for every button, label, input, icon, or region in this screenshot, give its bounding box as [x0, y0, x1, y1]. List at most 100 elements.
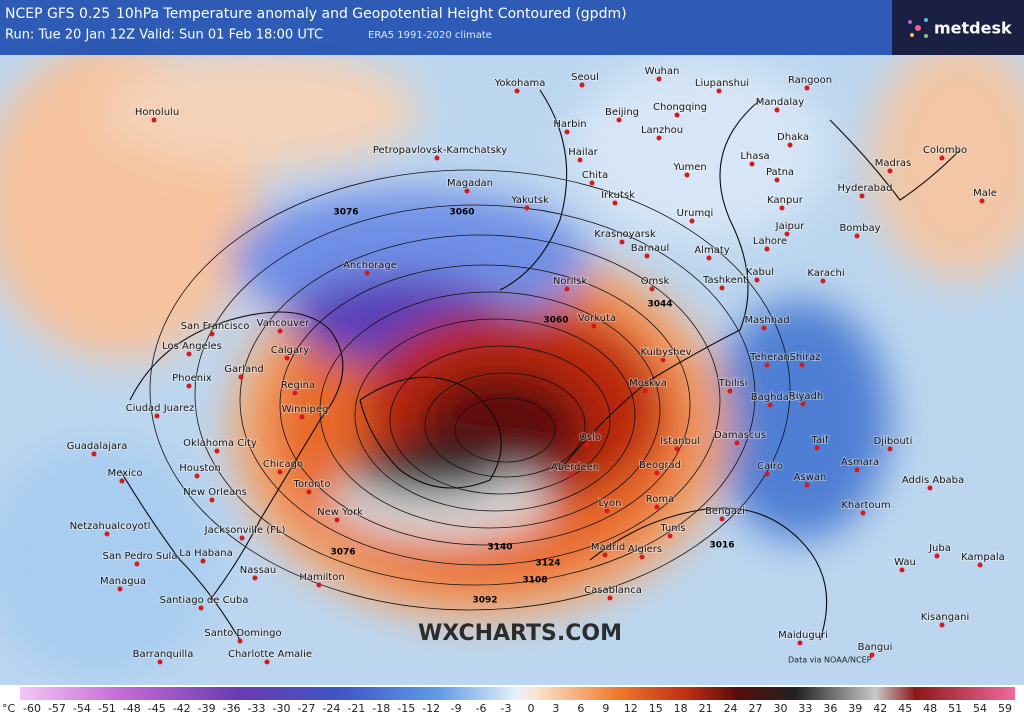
city-label: Santo Domingo	[204, 628, 281, 639]
city-label: Kanpur	[767, 195, 804, 206]
city-dot	[656, 135, 662, 141]
city-dot	[706, 255, 712, 261]
city-dot	[716, 88, 722, 94]
city-label: Casablanca	[584, 585, 642, 596]
city-dot	[569, 472, 575, 478]
city-label: Honolulu	[135, 107, 179, 118]
city-label: Jacksonville (FL)	[204, 525, 286, 536]
scale-tick-label: 6	[577, 702, 584, 715]
city-dot	[591, 323, 597, 329]
city-dot	[284, 355, 290, 361]
scale-tick-label: 12	[624, 702, 638, 715]
city-label: Juba	[928, 543, 951, 554]
city-label: Hyderabad	[838, 183, 893, 194]
city-label: Oslo	[579, 432, 601, 443]
city-label: Lanzhou	[641, 125, 683, 136]
city-label: Addis Ababa	[902, 475, 964, 486]
city-label: Charlotte Amalie	[228, 649, 312, 660]
city-dot	[252, 575, 258, 581]
scale-tick-label: -39	[198, 702, 216, 715]
scale-tick-label: -30	[273, 702, 291, 715]
contour-label: 3044	[647, 300, 672, 310]
city-label: Santiago de Cuba	[160, 595, 249, 606]
city-dot	[186, 383, 192, 389]
city-label: Roma	[646, 494, 675, 505]
city-label: Toronto	[293, 479, 331, 490]
metdesk-logo-icon	[908, 18, 928, 38]
city-label: Harbin	[553, 119, 586, 130]
city-dot	[616, 117, 622, 123]
field	[0, 40, 1024, 685]
scale-tick-label: -57	[48, 702, 66, 715]
city-dot	[209, 331, 215, 337]
city-dot	[814, 445, 820, 451]
city-dot	[719, 516, 725, 522]
city-dot	[334, 517, 340, 523]
contour-label: 3108	[522, 576, 547, 586]
scale-tick-label: 39	[848, 702, 862, 715]
city-label: Ciudad Juarez	[126, 403, 195, 414]
contour-label: 3060	[543, 316, 568, 326]
scale-labels: °C -60 -57 -54 -51 -48 -45 -42 -39 -36 -33 -30 -27-…	[2, 702, 1012, 715]
city-dot	[854, 233, 860, 239]
city-dot	[784, 231, 790, 237]
city-label: Wau	[894, 557, 916, 568]
city-dot	[660, 357, 666, 363]
city-label: Algiers	[628, 544, 662, 555]
contour-label: 3076	[330, 548, 355, 558]
city-dot	[761, 325, 767, 331]
city-label: Dhaka	[777, 132, 809, 143]
city-label: Bombay	[839, 223, 880, 234]
city-dot	[589, 180, 595, 186]
city-label: San Francisco	[181, 321, 250, 332]
city-dot	[764, 362, 770, 368]
scale-tick-label: -54	[73, 702, 91, 715]
city-label: Phoenix	[172, 373, 212, 384]
city-label: Kabul	[746, 267, 774, 278]
city-dot	[860, 510, 866, 516]
city-label: Tunis	[659, 523, 685, 534]
city-label: Yokohama	[494, 78, 546, 89]
city-label: Taif	[811, 435, 829, 446]
city-label: Irkutsk	[601, 190, 635, 201]
city-dot	[306, 489, 312, 495]
city-dot	[464, 188, 470, 194]
scale-tick-label: -18	[372, 702, 390, 715]
city-label: La Habana	[179, 548, 232, 559]
scale-tick-label: -48	[123, 702, 141, 715]
city-dot	[927, 485, 933, 491]
city-label: Shiraz	[790, 352, 821, 363]
scale-tick-label: 0	[527, 702, 534, 715]
city-label: Istanbul	[660, 436, 700, 447]
scale-tick-label: -3	[501, 702, 512, 715]
city-label: Male	[973, 188, 997, 199]
brand-name: metdesk	[934, 19, 1012, 38]
city-dot	[577, 157, 583, 163]
city-label: Asmara	[841, 457, 879, 468]
scale-tick-label: -36	[223, 702, 241, 715]
scale-tick-label: 3	[552, 702, 559, 715]
city-dot	[727, 388, 733, 394]
city-dot	[434, 155, 440, 161]
city-dot	[514, 88, 520, 94]
city-dot	[764, 471, 770, 477]
city-dot	[239, 535, 245, 541]
city-label: Chicago	[263, 459, 303, 470]
scale-tick-label: 30	[773, 702, 787, 715]
contour-label: 3124	[535, 559, 560, 569]
scale-tick-label: -60	[23, 702, 41, 715]
city-dot	[612, 200, 618, 206]
scale-tick-label: 33	[798, 702, 812, 715]
city-label: Chongqing	[653, 102, 707, 113]
city-dot	[674, 112, 680, 118]
scale-tick-label: 9	[602, 702, 609, 715]
city-dot	[198, 605, 204, 611]
contours	[149, 169, 791, 611]
city-label: Petropavlovsk-Kamchatsky	[373, 145, 507, 156]
city-label: Khartoum	[841, 500, 890, 511]
city-dot	[787, 142, 793, 148]
city-dot	[820, 278, 826, 284]
city-label: Kuibyshev	[640, 347, 691, 358]
city-dot	[579, 82, 585, 88]
